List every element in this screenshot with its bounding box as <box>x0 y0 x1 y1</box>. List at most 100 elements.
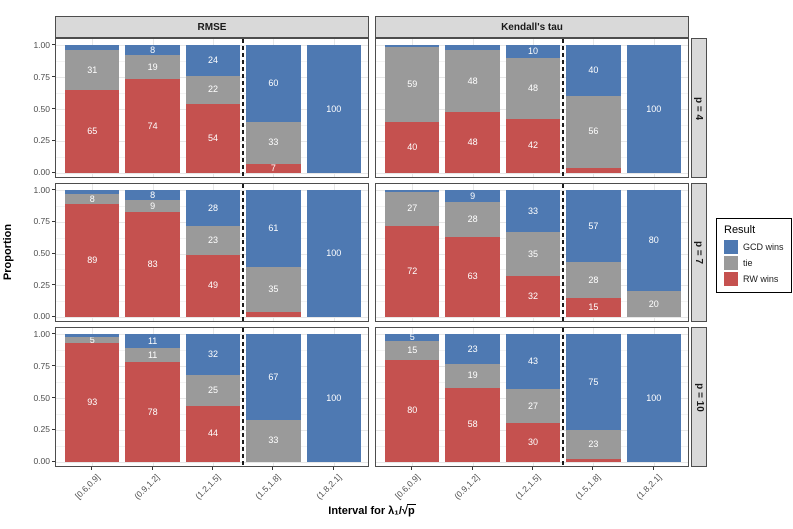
bar-value-label: 57 <box>588 220 599 231</box>
facet-col-label: RMSE <box>197 21 227 33</box>
facet-row-label: p = 10 <box>693 382 705 412</box>
y-tick-mark <box>52 284 55 286</box>
bar-value-label: 23 <box>467 343 478 354</box>
bar-value-label: 74 <box>147 120 158 131</box>
y-tick-mark <box>52 189 55 191</box>
y-tick-label: 0.00 <box>33 311 50 322</box>
sqrt-radicand: p <box>406 504 416 517</box>
x-tick-label: (0.9,1.2] <box>132 472 162 502</box>
legend-item-label: RW wins <box>743 274 779 284</box>
x-tick-mark <box>532 467 533 470</box>
bar-segment-rw-wins <box>445 111 500 173</box>
bar-value-label: 32 <box>527 290 538 301</box>
bar-value-label: 5 <box>89 334 95 345</box>
bar-value-label: 28 <box>207 202 218 213</box>
bar-value-label: 28 <box>467 213 478 224</box>
bar-segment-rw-wins <box>385 121 440 173</box>
bar-segment-tie <box>385 191 440 226</box>
major-gridline <box>376 461 688 463</box>
bar-value-label: 8 <box>150 189 156 200</box>
legend-title: Result <box>724 224 756 236</box>
bar-value-label: 67 <box>268 371 279 382</box>
legend-item-label: tie <box>743 258 753 268</box>
bar-value-label: 27 <box>527 400 538 411</box>
bar-segment-rw-wins <box>566 167 621 173</box>
bar-segment-gcd-wins <box>445 45 500 51</box>
bar-value-label: 9 <box>150 200 156 211</box>
x-tick-label: (1.5,1.8] <box>573 472 603 502</box>
bar-value-label: 33 <box>268 137 279 148</box>
bar-segment-tie <box>185 75 241 104</box>
dashed-divider <box>562 184 565 321</box>
x-tick-label: [0.6,0.9] <box>72 472 102 501</box>
bar-segment-gcd-wins <box>385 334 440 341</box>
bar-segment-tie <box>125 55 180 80</box>
x-axis-title: Interval for λ₁/√p <box>55 504 689 517</box>
bar-segment-rw-wins <box>65 343 120 462</box>
x-tick-mark <box>151 467 153 470</box>
bar-value-label: 65 <box>87 125 98 136</box>
bar-value-label: 15 <box>407 344 418 355</box>
bar-value-label: 9 <box>470 190 476 201</box>
y-tick-label: 0.50 <box>33 103 50 114</box>
bar-value-label: 23 <box>207 234 218 245</box>
bar-segment-rw-wins <box>385 359 440 462</box>
bar-segment-rw-wins <box>125 79 180 173</box>
major-gridline <box>56 316 368 318</box>
bar-value-label: 56 <box>588 126 599 137</box>
y-tick-label: 0.00 <box>33 456 50 467</box>
bar-value-label: 43 <box>527 356 538 367</box>
facet-row-strip-p-7: p = 7 <box>691 183 707 322</box>
bar-segment-tie <box>185 374 241 407</box>
bar-value-label: 10 <box>527 46 538 57</box>
bar-segment-tie <box>505 58 561 120</box>
y-tick-mark <box>52 44 55 46</box>
bar-value-label: 48 <box>467 75 478 86</box>
legend: Result GCD wins tie RW wins <box>716 218 792 293</box>
x-tick-label: (1.2,1.5] <box>512 472 543 502</box>
bar-segment-gcd-wins <box>306 190 361 317</box>
bar-value-label: 40 <box>407 141 418 152</box>
bar-value-label: 100 <box>326 103 342 114</box>
bar-segment-rw-wins <box>246 163 301 173</box>
x-tick-mark <box>212 467 213 470</box>
bar-value-label: 48 <box>467 136 478 147</box>
y-tick-label: 0.75 <box>33 71 50 82</box>
bar-segment-gcd-wins <box>185 45 241 76</box>
bar-segment-tie <box>246 419 301 462</box>
bar-segment-gcd-wins <box>505 334 561 390</box>
bar-segment-rw-wins <box>445 237 500 317</box>
bar-segment-tie <box>566 429 621 460</box>
y-tick-label: 0.00 <box>33 167 50 178</box>
bar-segment-rw-wins <box>185 406 241 462</box>
major-gridline <box>56 172 368 174</box>
bar-segment-gcd-wins <box>65 190 120 195</box>
bar-segment-tie <box>445 201 500 238</box>
y-tick-label: 0.50 <box>33 392 50 403</box>
bar-value-label: 60 <box>268 78 279 89</box>
bar-value-label: 30 <box>527 437 538 448</box>
bar-value-label: 8 <box>89 193 95 204</box>
bar-segment-tie <box>65 194 120 205</box>
bar-value-label: 63 <box>467 271 478 282</box>
y-tick-label: 0.50 <box>33 248 50 258</box>
bar-segment-gcd-wins <box>385 190 440 192</box>
dashed-divider <box>562 328 565 466</box>
bar-segment-rw-wins <box>566 297 621 317</box>
bar-value-label: 54 <box>207 132 218 143</box>
bar-segment-tie <box>445 50 500 112</box>
bar-segment-gcd-wins <box>445 190 500 202</box>
bar-value-label: 42 <box>527 140 538 151</box>
bar-value-label: 33 <box>268 435 279 446</box>
bar-value-label: 49 <box>207 280 218 291</box>
bar-segment-gcd-wins <box>445 334 500 364</box>
bar-value-label: 100 <box>326 392 342 403</box>
bar-segment-gcd-wins <box>65 45 120 51</box>
x-tick-mark <box>411 467 413 470</box>
bar-segment-rw-wins <box>125 362 180 462</box>
bar-value-label: 59 <box>407 78 418 89</box>
x-tick-mark <box>272 467 274 470</box>
bar-segment-tie <box>566 262 621 298</box>
bar-segment-rw-wins <box>65 204 120 317</box>
bar-value-label: 93 <box>87 396 98 407</box>
